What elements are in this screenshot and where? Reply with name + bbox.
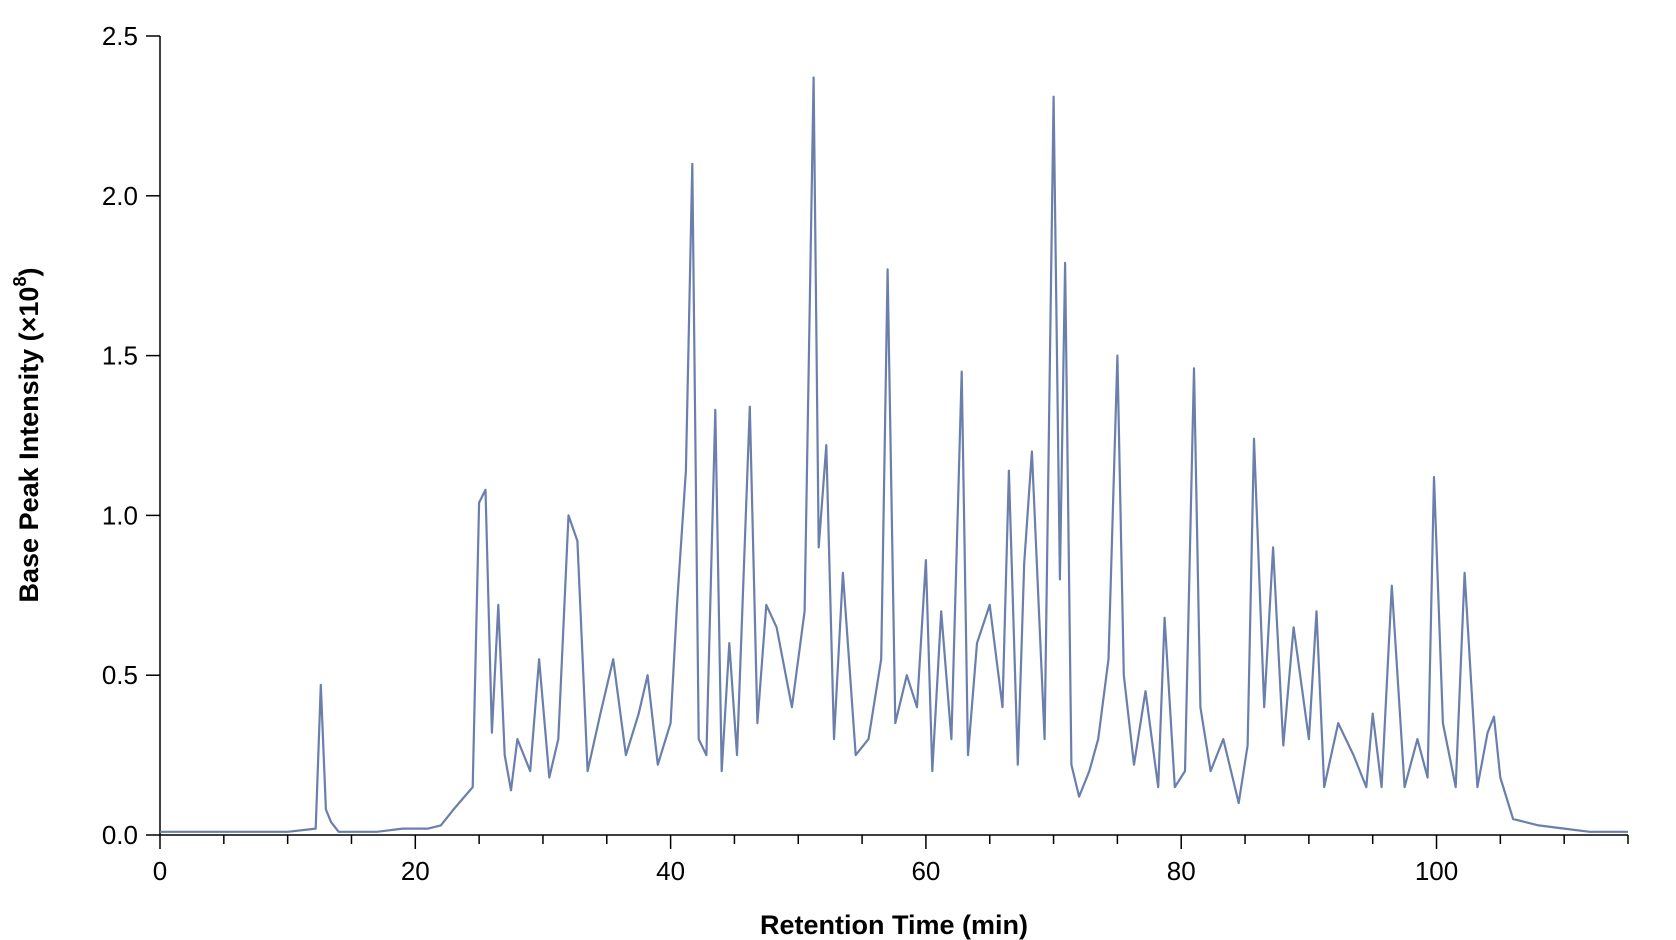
- x-tick-label: 80: [1167, 856, 1196, 886]
- x-axis-title: Retention Time (min): [760, 910, 1028, 940]
- y-axis-title: Base Peak Intensity (×108): [10, 268, 44, 603]
- y-tick-label: 2.0: [102, 181, 138, 211]
- x-tick-label: 100: [1415, 856, 1458, 886]
- x-tick-label: 0: [153, 856, 167, 886]
- y-tick-label: 1.5: [102, 341, 138, 371]
- y-axis-ticks: 0.0 0.5 1.0 1.5 2.0 2.5: [102, 21, 160, 850]
- y-tick-label: 2.5: [102, 21, 138, 51]
- y-axis-title-main: Base Peak Intensity (×10: [14, 287, 44, 603]
- y-axis-title-close: ): [14, 268, 44, 277]
- y-tick-label: 1.0: [102, 500, 138, 530]
- x-tick-label: 40: [656, 856, 685, 886]
- x-axis-ticks: 0 20 40 60 80 100: [153, 835, 1629, 886]
- x-tick-label: 60: [911, 856, 940, 886]
- base-peak-trace: [160, 76, 1628, 833]
- y-tick-label: 0.0: [102, 820, 138, 850]
- x-tick-label: 20: [401, 856, 430, 886]
- y-tick-label: 0.5: [102, 660, 138, 690]
- y-axis-title-exponent: 8: [10, 277, 30, 287]
